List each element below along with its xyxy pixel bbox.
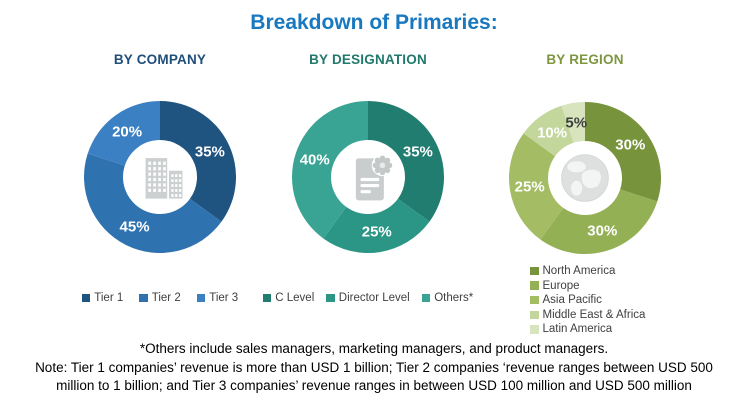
donut-slice: [323, 198, 430, 253]
slice-percent-label: 10%: [537, 124, 568, 142]
legend-swatch: [81, 293, 91, 303]
legend-swatch: [530, 281, 539, 290]
legend-label: Latin America: [542, 323, 613, 336]
legend-swatch: [530, 295, 539, 305]
legend-swatch: [196, 293, 206, 303]
donut-svg: [292, 101, 444, 253]
legend-label: Europe: [542, 279, 580, 292]
note-line-2: million to 1 billion; and Tier 3 compani…: [56, 378, 692, 393]
legend-item: C Level: [262, 292, 315, 304]
document-seal-icon: [340, 149, 396, 205]
legend-item: Latin America: [530, 323, 645, 335]
note-line-1: Note: Tier 1 companies’ revenue is more …: [35, 360, 713, 375]
slice-percent-label: 20%: [112, 123, 143, 141]
chart-heading-region: BY REGION: [546, 52, 624, 67]
donut-slice: [561, 102, 585, 143]
donut-slice: [540, 189, 658, 254]
legend-swatch: [139, 293, 148, 303]
legend-designation: C Level Director Level Others*: [258, 292, 478, 304]
legend-swatch: [326, 293, 335, 303]
legend-swatch: [262, 293, 272, 303]
donut-slice: [523, 105, 574, 157]
legend-company: Tier 1 Tier 2 Tier 3: [60, 292, 260, 304]
donut-chart-region: 30% 30% 25% 10% 5%: [509, 102, 661, 254]
slice-percent-label: 45%: [119, 218, 150, 236]
legend-item: Middle East & Africa: [530, 309, 645, 321]
donut-chart-designation: 35% 25% 40%: [292, 101, 444, 253]
legend-swatch: [530, 325, 539, 334]
building-icon: [133, 150, 187, 204]
slice-percent-label: 25%: [514, 178, 545, 196]
donut-slice: [160, 101, 236, 222]
donut-slice: [84, 153, 222, 253]
legend-label: Others*: [434, 292, 474, 304]
legend-item: Others*: [421, 292, 474, 304]
footnote: *Others include sales managers, marketin…: [139, 341, 609, 356]
legend-swatch: [530, 310, 539, 320]
donut-slice: [87, 101, 160, 166]
donut-svg: [84, 101, 236, 253]
legend-item: Asia Pacific: [530, 294, 645, 306]
legend-item: Tier 1: [81, 292, 124, 304]
legend-item: Director Level: [326, 292, 410, 304]
donut-slice: [292, 101, 368, 239]
legend-label: Middle East & Africa: [542, 308, 646, 321]
legend-item: Tier 2: [139, 292, 181, 304]
slice-percent-label: 30%: [615, 136, 646, 154]
legend-label: Tier 1: [94, 292, 124, 304]
donut-chart-company: 35% 45% 20%: [84, 101, 236, 253]
donut-svg: [509, 102, 661, 254]
legend-label: North America: [542, 265, 616, 277]
slice-percent-label: 35%: [194, 143, 225, 161]
legend-item: Tier 3: [196, 292, 239, 304]
legend-region: North America Europe Asia Pacific Middle Ea…: [530, 265, 645, 335]
legend-swatch: [530, 266, 539, 276]
legend-swatch: [421, 293, 431, 303]
slice-percent-label: 25%: [361, 223, 392, 241]
chart-heading-designation: BY DESIGNATION: [309, 52, 427, 67]
legend-item: North America: [530, 265, 645, 277]
slice-percent-label: 35%: [402, 143, 433, 161]
legend-label: Asia Pacific: [542, 294, 602, 307]
donut-slice: [509, 133, 564, 240]
globe-icon: [557, 150, 613, 206]
legend-label: C Level: [275, 292, 315, 304]
donut-slice: [368, 101, 444, 222]
note-text: Note: Tier 1 companies’ revenue is more …: [0, 359, 748, 395]
legend-label: Tier 3: [209, 292, 239, 304]
legend-label: Director Level: [338, 292, 410, 304]
legend-label: Tier 2: [151, 292, 181, 304]
donut-slice: [585, 102, 661, 202]
slice-percent-label: 40%: [299, 151, 330, 169]
page-title: Breakdown of Primaries:: [250, 11, 498, 34]
chart-heading-company: BY COMPANY: [113, 52, 207, 67]
slice-percent-label: 5%: [565, 114, 588, 132]
legend-item: Europe: [530, 280, 645, 292]
slice-percent-label: 30%: [587, 222, 618, 240]
